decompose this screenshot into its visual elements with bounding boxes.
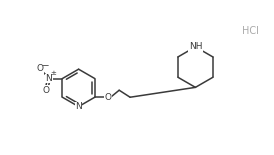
Text: O: O — [43, 86, 50, 95]
Text: N: N — [45, 74, 52, 83]
Text: O: O — [105, 93, 112, 102]
Text: −: − — [41, 60, 48, 69]
Text: N: N — [75, 102, 82, 111]
Text: NH: NH — [189, 42, 202, 51]
Text: ±: ± — [50, 70, 56, 76]
Text: O: O — [37, 64, 44, 73]
Text: HCl: HCl — [241, 26, 258, 36]
